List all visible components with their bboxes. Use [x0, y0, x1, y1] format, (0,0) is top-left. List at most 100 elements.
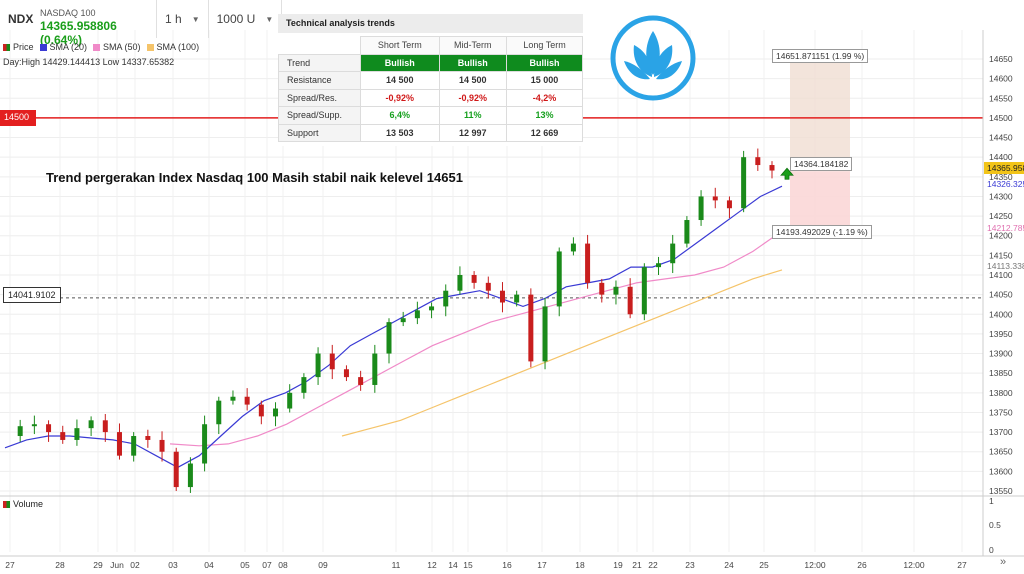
sma50-price-tag: 14212.785 [987, 223, 1024, 233]
y-tick-label: 14450 [989, 133, 1013, 143]
symbol-box[interactable]: NDX NASDAQ 100 14365.958806 (0.64%) [0, 0, 157, 47]
sma20-swatch-icon [39, 43, 47, 51]
candle-body [31, 424, 37, 427]
x-tick-label: 29 [93, 560, 103, 570]
candle [613, 280, 619, 305]
sma100-series [341, 269, 783, 437]
legend: Price SMA (20) SMA (50) SMA (100) [3, 42, 199, 52]
sma100-price-tag: 14113.338 [987, 261, 1024, 271]
candle [386, 318, 392, 364]
candle [159, 431, 165, 462]
ta-cell: Bullish [438, 53, 508, 72]
y-tick-label: 14200 [989, 231, 1013, 241]
x-tick-label: 09 [318, 560, 328, 570]
candlesticks [17, 148, 794, 493]
x-tick-label: 12:00 [804, 560, 826, 570]
candle-body [627, 286, 633, 315]
y-tick-label: 13950 [989, 329, 1013, 339]
candle-body [528, 294, 534, 362]
y-tick-label: 13850 [989, 368, 1013, 378]
support-level-tag[interactable]: 14041.9102 [3, 287, 61, 303]
legend-item-price[interactable]: Price [3, 42, 34, 52]
ta-cell: -0,92% [360, 88, 440, 107]
y-tick-label: 14650 [989, 54, 1013, 64]
ta-cell: -4,2% [506, 88, 583, 107]
legend-item-sma50[interactable]: SMA (50) [93, 42, 141, 52]
x-tick-label: 02 [130, 560, 140, 570]
legend-item-sma100[interactable]: SMA (100) [146, 42, 199, 52]
ta-cell: 14 500 [360, 71, 440, 90]
y-tick-label: 14350 [989, 172, 1013, 182]
candle-body [726, 200, 732, 209]
x-tick-label: 17 [537, 560, 547, 570]
candle [258, 400, 264, 425]
candle-body [329, 353, 335, 370]
x-tick-label: 04 [204, 560, 214, 570]
candle-body [173, 451, 179, 488]
table-row: Spread/Supp. 6,4% 11% 13% [278, 106, 583, 125]
table-row: Resistance 14 500 14 500 15 000 [278, 71, 583, 90]
x-tick-label: 21 [632, 560, 642, 570]
upper-target-zone [790, 58, 850, 172]
candle [741, 150, 747, 213]
ta-title: Technical analysis trends [278, 14, 583, 33]
ta-cell: 11% [438, 106, 508, 125]
y-tick-label: 14500 [989, 113, 1013, 123]
candle-body [414, 310, 420, 319]
x-tick-label: 08 [278, 560, 288, 570]
x-tick-label: 18 [575, 560, 585, 570]
x-tick-label: 05 [240, 560, 250, 570]
table-row: Trend Bullish Bullish Bullish [278, 53, 583, 72]
candle [116, 423, 122, 460]
candle [145, 429, 151, 448]
resistance-level-tag[interactable]: 14500 [0, 110, 36, 126]
symbol-price: 14365.958806 (0.64%) [40, 19, 117, 47]
ta-cell: 12 997 [438, 123, 508, 142]
y-tick-label: 14300 [989, 191, 1013, 201]
volume-tick-label: 0 [989, 545, 994, 555]
candle-body [315, 353, 321, 378]
candle [102, 414, 108, 442]
candle [60, 425, 66, 444]
bars-dropdown[interactable]: 1000 U ▼ [209, 0, 283, 38]
target-zones [790, 57, 850, 239]
candle-body [670, 243, 676, 264]
target-bottom-label: 14193.492029 (-1.19 %) [772, 225, 872, 239]
legend-item-sma20[interactable]: SMA (20) [39, 42, 87, 52]
candle-body [287, 392, 293, 409]
candle [202, 415, 208, 472]
scroll-right-icon[interactable]: » [1000, 556, 1007, 568]
candle-body [187, 463, 193, 488]
ta-cell: 14 500 [438, 71, 508, 90]
candle-body [372, 353, 378, 385]
candle-body [656, 263, 662, 268]
sma20-line [4, 185, 783, 469]
ta-cell: Bullish [360, 53, 440, 72]
ta-row-label: Trend [278, 53, 361, 72]
ta-row-label: Spread/Supp. [278, 106, 361, 125]
candle-body [471, 275, 477, 283]
up-arrow-icon [780, 167, 794, 180]
candle-body [599, 282, 605, 295]
candle [88, 416, 94, 437]
sma20-series [4, 185, 783, 469]
bars-value: 1000 U [216, 12, 256, 26]
symbol-name: NASDAQ 100 [40, 8, 96, 18]
candle [31, 415, 37, 435]
candle-body [641, 267, 647, 315]
x-tick-label: 16 [502, 560, 512, 570]
interval-dropdown[interactable]: 1 h ▼ [157, 0, 209, 38]
volume-tick-label: 1 [989, 496, 994, 506]
candle [315, 347, 321, 385]
volume-legend[interactable]: Volume [3, 499, 43, 509]
sma50-line [169, 230, 783, 447]
x-tick-label: 11 [392, 560, 401, 570]
candle [656, 256, 662, 275]
ta-cell: 6,4% [360, 106, 440, 125]
candle-body [273, 408, 279, 417]
target-top-label: 14651.871151 (1.99 %) [772, 49, 869, 63]
candle [769, 161, 775, 179]
candle-body [60, 432, 66, 440]
candle-body [145, 436, 151, 440]
